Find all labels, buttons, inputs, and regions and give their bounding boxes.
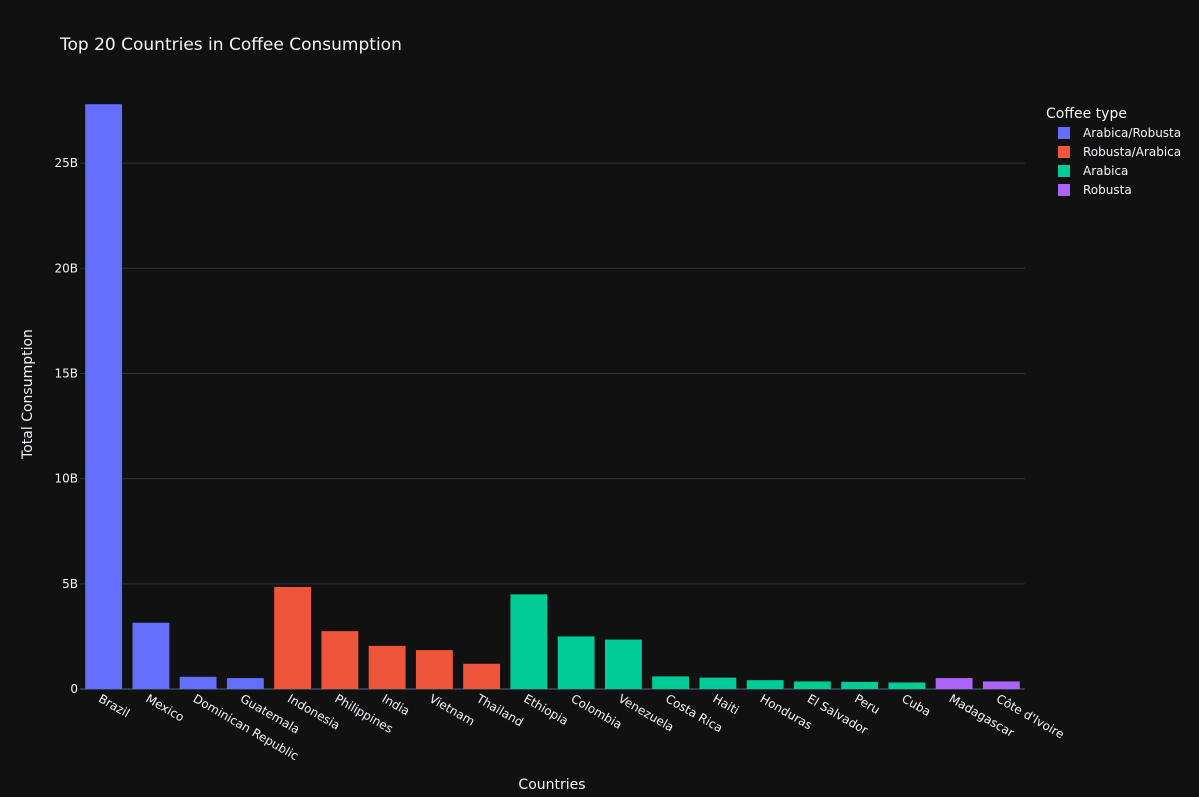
legend-title: Coffee type: [1046, 106, 1127, 122]
bar-india[interactable]: [368, 645, 406, 689]
legend-swatch-arabica[interactable]: [1058, 165, 1070, 177]
legend-label-robusta-arabica[interactable]: Robusta/Arabica: [1083, 145, 1181, 159]
bar-dominican-republic[interactable]: [179, 676, 217, 689]
bar-peru[interactable]: [841, 681, 879, 689]
bar-mexico[interactable]: [132, 622, 170, 689]
bar-honduras[interactable]: [746, 680, 784, 689]
chart-title: Top 20 Countries in Coffee Consumption: [59, 35, 402, 55]
bar-cuba[interactable]: [888, 682, 926, 689]
bar-vietnam[interactable]: [415, 650, 453, 689]
bar-thailand[interactable]: [463, 663, 501, 689]
y-tick-label: 20B: [54, 261, 78, 275]
bar-colombia[interactable]: [557, 636, 595, 689]
bar-philippines[interactable]: [321, 631, 359, 689]
bar-guatemala[interactable]: [226, 678, 264, 689]
bar-cote-d-ivoire[interactable]: [982, 681, 1020, 689]
bar-venezuela[interactable]: [604, 639, 642, 689]
bar-costa-rica[interactable]: [652, 676, 690, 689]
legend-swatch-arabica-robusta[interactable]: [1058, 127, 1070, 139]
bars: [85, 104, 1020, 689]
bar-ethiopia[interactable]: [510, 594, 548, 689]
legend-swatch-robusta-arabica[interactable]: [1058, 146, 1070, 158]
bar-brazil[interactable]: [85, 104, 123, 689]
y-axis-ticks: 0 5B 10B 15B 20B 25B: [54, 156, 78, 696]
y-tick-label: 15B: [54, 366, 78, 380]
bar-indonesia[interactable]: [274, 586, 312, 689]
y-tick-label: 0: [70, 682, 78, 696]
legend-swatch-robusta[interactable]: [1058, 184, 1070, 196]
y-tick-label: 5B: [62, 577, 78, 591]
bar-haiti[interactable]: [699, 677, 737, 689]
bar-madagascar[interactable]: [935, 678, 973, 689]
legend-label-robusta[interactable]: Robusta: [1083, 183, 1132, 197]
legend: Coffee type Arabica/Robusta Robusta/Arabi…: [1046, 106, 1181, 197]
legend-label-arabica[interactable]: Arabica: [1083, 164, 1128, 178]
x-axis-title: Countries: [518, 777, 585, 793]
y-tick-label: 10B: [54, 472, 78, 486]
y-axis-title: Total Consumption: [20, 329, 36, 460]
legend-label-arabica-robusta[interactable]: Arabica/Robusta: [1083, 126, 1181, 140]
bar-el-salvador[interactable]: [793, 681, 831, 689]
y-tick-label: 25B: [54, 156, 78, 170]
